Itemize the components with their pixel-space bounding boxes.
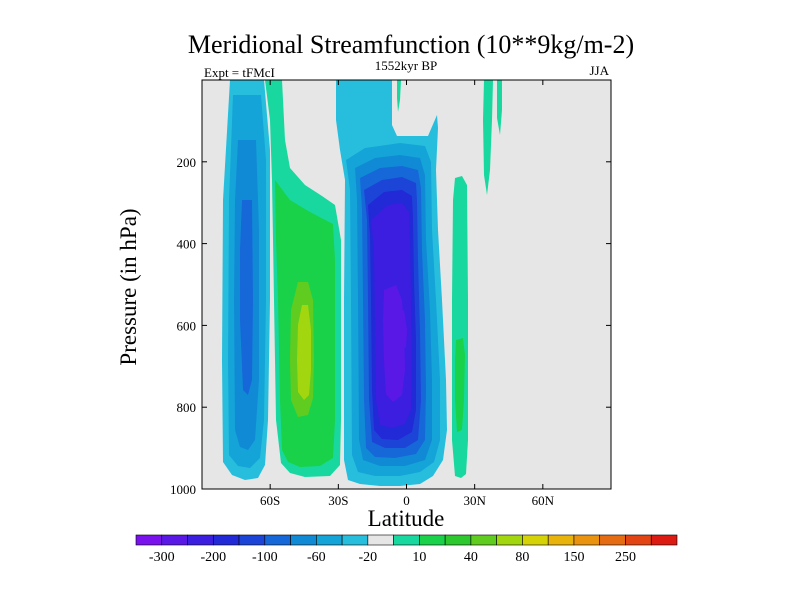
- colorbar-swatch: [341, 534, 369, 546]
- subtitle-center: 1552kyr BP: [375, 58, 437, 73]
- colorbar-swatch: [290, 534, 317, 546]
- colorbar-swatch: [470, 534, 497, 546]
- x-tick-label: 30S: [328, 493, 348, 508]
- colorbar-label: -60: [307, 550, 326, 565]
- colorbar-swatch: [135, 534, 163, 546]
- southern-ferrel-positive-cell: [265, 80, 341, 477]
- y-axis-label: Pressure (in hPa): [116, 208, 141, 365]
- colorbar-swatch: [161, 534, 188, 546]
- chart-title: Meridional Streamfunction (10**9kg/m-2): [188, 30, 634, 59]
- colorbar-label: -300: [149, 550, 175, 565]
- colorbar-swatch: [187, 534, 214, 546]
- colorbar-swatch: [573, 534, 601, 546]
- x-tick-label: 30N: [463, 493, 486, 508]
- colorbar-label: -200: [200, 550, 226, 565]
- colorbar-swatch: [264, 534, 291, 546]
- subtitle-left: Expt = tFMcI: [204, 65, 275, 80]
- colorbar-swatch: [393, 534, 420, 546]
- colorbar-swatch: [367, 534, 394, 546]
- colorbar-label: 10: [412, 550, 426, 565]
- y-tick-label: 200: [177, 155, 197, 170]
- x-axis-ticks: 60S 30S 0 30N 60N: [260, 80, 555, 508]
- colorbar-swatch: [522, 534, 549, 546]
- hadley-negative-cell: [336, 80, 447, 486]
- colorbar-swatch: [444, 534, 472, 546]
- y-axis-ticks: 200 400 600 800 1000: [170, 155, 611, 497]
- northern-tropical-positive-cell: [452, 176, 468, 478]
- colorbar-label: 40: [464, 550, 478, 565]
- contour-field: [222, 80, 502, 486]
- southern-polar-negative-cell: [222, 80, 270, 480]
- y-tick-label: 800: [177, 400, 197, 415]
- colorbar-swatch: [599, 534, 626, 546]
- colorbar-label: -100: [252, 550, 278, 565]
- colorbar-label: -20: [359, 550, 378, 565]
- colorbar-swatch: [625, 534, 652, 546]
- x-tick-label: 60N: [532, 493, 555, 508]
- y-tick-label: 600: [177, 318, 197, 333]
- x-axis-label: Latitude: [368, 506, 445, 531]
- colorbar-label: 80: [515, 550, 529, 565]
- colorbar-swatch: [496, 534, 523, 546]
- colorbar-swatch: [316, 534, 343, 546]
- colorbar-swatch: [650, 534, 678, 546]
- x-tick-label: 0: [403, 493, 410, 508]
- y-tick-label: 1000: [170, 482, 196, 497]
- colorbar-label: 150: [563, 550, 584, 565]
- y-tick-label: 400: [177, 237, 197, 252]
- colorbar: -300 -200 -100 -60 -20 10 40 80 150 250: [135, 534, 678, 565]
- colorbar-swatch: [419, 534, 446, 546]
- northern-upper-positive-strands: [397, 80, 502, 195]
- colorbar-label: 250: [615, 550, 636, 565]
- subtitle-right: JJA: [589, 63, 609, 78]
- colorbar-swatch: [212, 534, 240, 546]
- colorbar-swatch: [547, 534, 575, 546]
- colorbar-swatch: [238, 534, 266, 546]
- x-tick-label: 60S: [260, 493, 280, 508]
